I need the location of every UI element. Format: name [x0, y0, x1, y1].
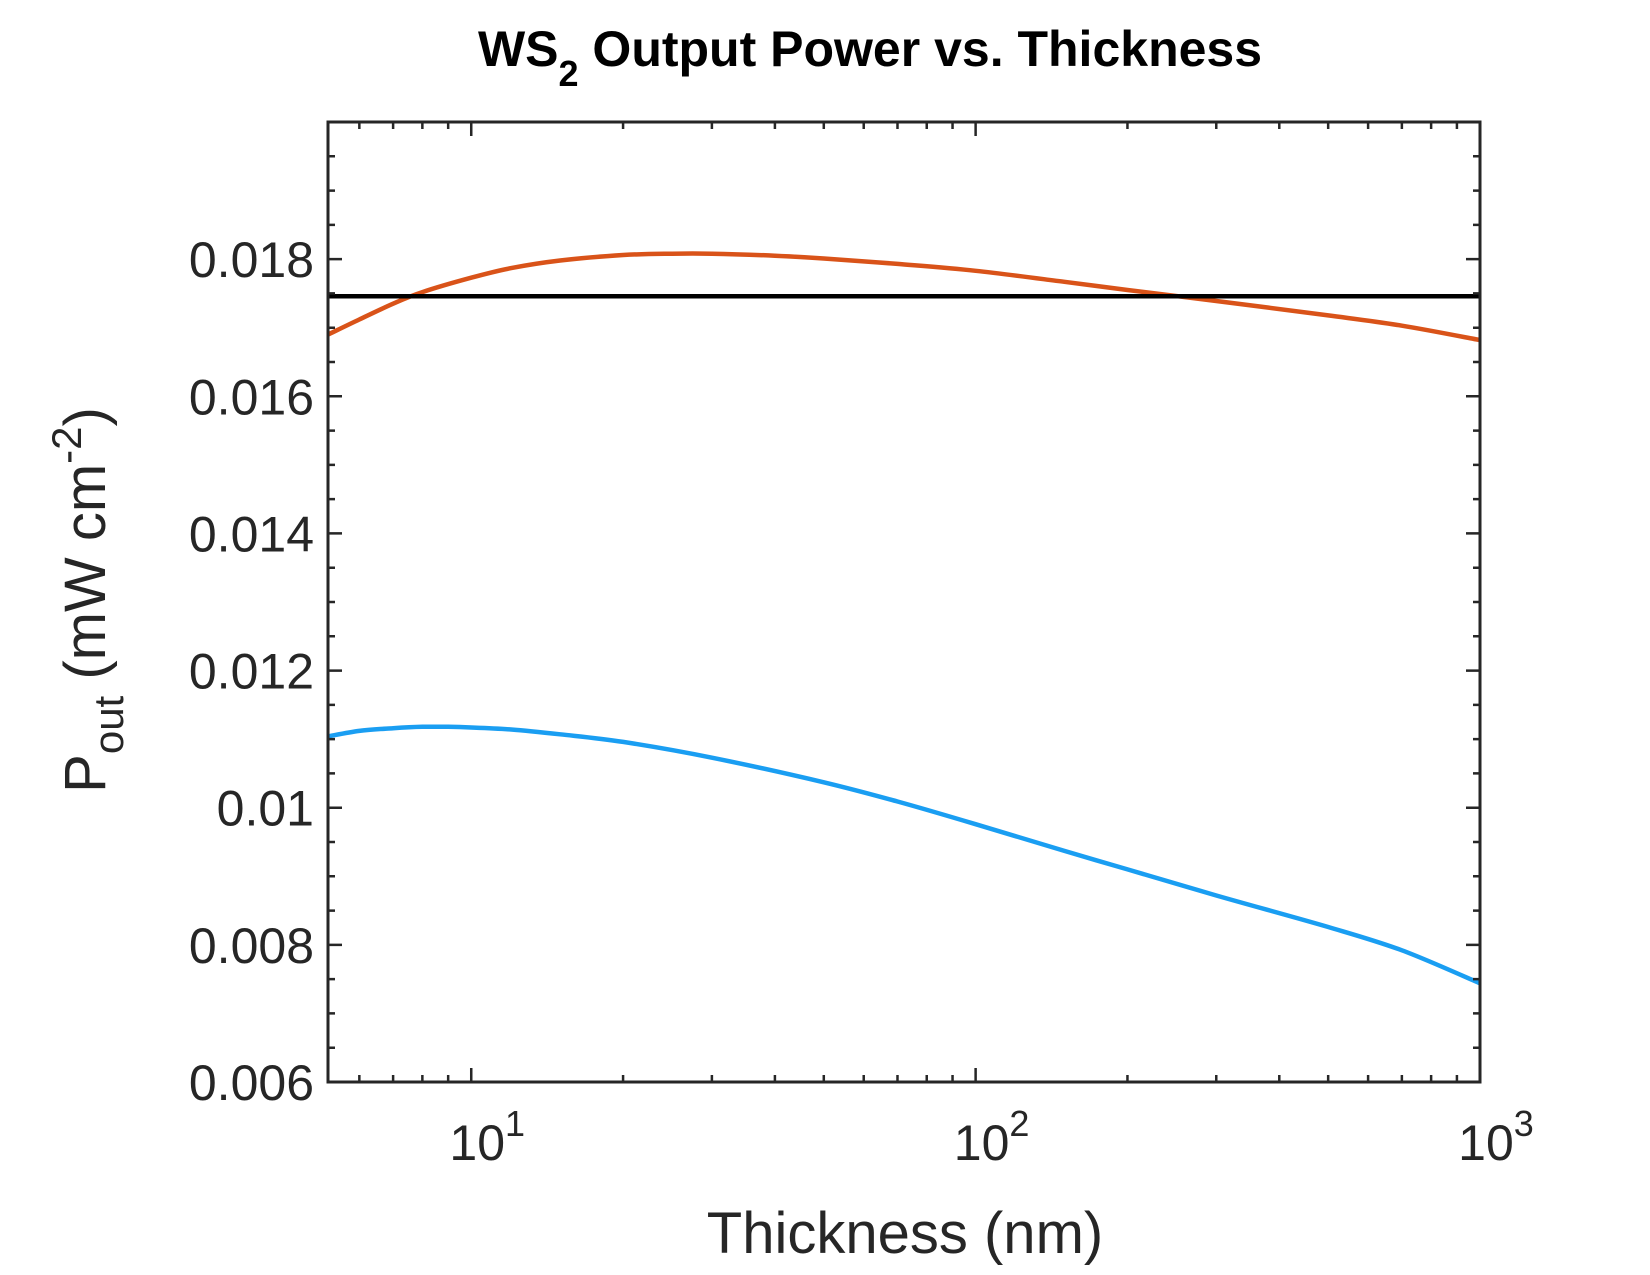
- series-layer: [327, 251, 1481, 986]
- chart-title: WS2 Output Power vs. Thickness: [478, 21, 1262, 94]
- series-line-3: [327, 724, 1481, 986]
- y-tick-label: 0.012: [189, 644, 314, 700]
- y-axis-label: Pout (mW cm-2): [43, 407, 132, 793]
- series-line-1: [327, 251, 1481, 343]
- x-tick-labels: 101 102 103: [449, 1103, 1533, 1171]
- x-tick-label: 102: [954, 1103, 1030, 1171]
- x-tick-label: 101: [449, 1103, 525, 1171]
- y-tick-label: 0.01: [217, 781, 314, 837]
- axes-box: [326, 120, 1482, 1084]
- x-axis-label: Thickness (nm): [707, 1201, 1103, 1266]
- y-tick-label: 0.018: [189, 232, 314, 288]
- y-tick-label: 0.008: [189, 918, 314, 974]
- y-tick-label: 0.014: [189, 506, 314, 562]
- y-tick-labels: 0.006 0.008 0.01 0.012 0.014 0.016 0.018: [189, 232, 314, 1111]
- x-tick-label: 103: [1458, 1103, 1534, 1171]
- y-tick-label: 0.006: [189, 1055, 314, 1111]
- y-tick-label: 0.016: [189, 369, 314, 425]
- plot-area: [328, 122, 1480, 1082]
